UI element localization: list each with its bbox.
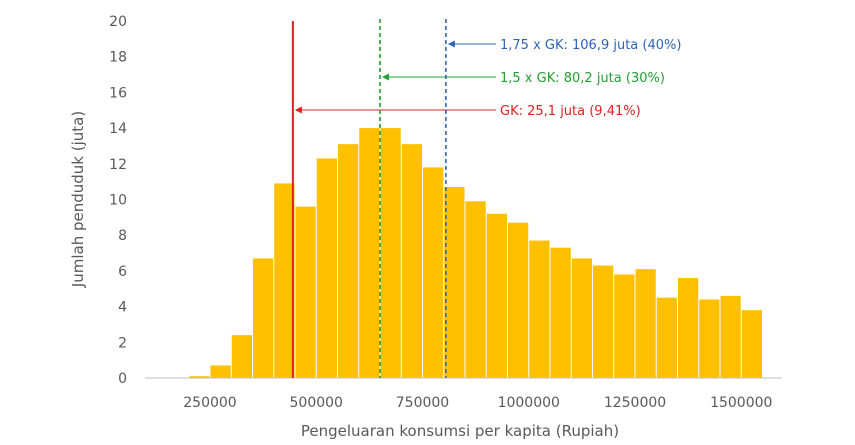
bar — [380, 128, 401, 378]
bar — [253, 258, 274, 378]
y-axis-title: Jumlah penduduk (juta) — [69, 111, 87, 288]
bar — [741, 310, 762, 378]
reference-line-label: 1,5 x GK: 80,2 juta (30%) — [500, 71, 665, 86]
annotation-arrowhead — [447, 40, 455, 48]
y-tick-label: 10 — [109, 193, 127, 209]
x-tick-label: 1000000 — [498, 395, 560, 411]
x-axis-title: Pengeluaran konsumsi per kapita (Rupiah) — [301, 422, 619, 440]
bar — [550, 247, 571, 378]
bar — [338, 144, 359, 378]
bar — [656, 297, 677, 378]
y-tick-label: 8 — [118, 228, 127, 244]
y-tick-label: 2 — [118, 335, 127, 351]
y-tick-label: 16 — [109, 85, 127, 101]
y-tick-label: 20 — [109, 14, 127, 30]
annotation-arrowhead — [294, 106, 302, 114]
bar — [593, 265, 614, 378]
reference-line-label: GK: 25,1 juta (9,41%) — [500, 104, 641, 119]
y-tick-label: 12 — [109, 157, 127, 173]
bar — [444, 187, 465, 378]
bar — [231, 335, 252, 378]
y-axis-ticks: 0 2 4 6 8 10 12 14 16 18 20 — [109, 14, 127, 387]
bar — [508, 222, 529, 378]
x-tick-label: 750000 — [396, 395, 449, 411]
x-tick-label: 500000 — [290, 395, 343, 411]
bar — [699, 299, 720, 378]
x-axis-ticks: 250000 500000 750000 1000000 1250000 1500000 — [183, 395, 772, 411]
bar — [486, 213, 507, 378]
x-tick-label: 250000 — [183, 395, 236, 411]
reference-line-label: 1,75 x GK: 106,9 juta (40%) — [500, 38, 681, 53]
reference-lines: GK: 25,1 juta (9,41%) 1,5 x GK: 80,2 juta… — [291, 19, 681, 378]
bar — [571, 258, 592, 378]
bar — [401, 144, 422, 378]
bar — [635, 269, 656, 378]
bar — [295, 206, 316, 378]
x-tick-label: 1500000 — [710, 395, 772, 411]
bar — [210, 365, 231, 378]
bar — [465, 201, 486, 378]
bar — [359, 128, 380, 378]
bar — [678, 278, 699, 378]
y-tick-label: 4 — [118, 300, 127, 316]
x-tick-label: 1250000 — [604, 395, 666, 411]
bar — [614, 274, 635, 378]
y-tick-label: 0 — [118, 371, 127, 387]
y-tick-label: 6 — [118, 264, 127, 280]
bar — [720, 295, 741, 378]
bar — [423, 167, 444, 378]
bar — [274, 183, 295, 378]
bar — [529, 240, 550, 378]
y-tick-label: 14 — [109, 121, 127, 137]
bar — [316, 158, 337, 378]
y-tick-label: 18 — [109, 50, 127, 66]
bar — [189, 376, 210, 378]
bars — [189, 128, 762, 378]
annotation-arrowhead — [382, 73, 389, 81]
